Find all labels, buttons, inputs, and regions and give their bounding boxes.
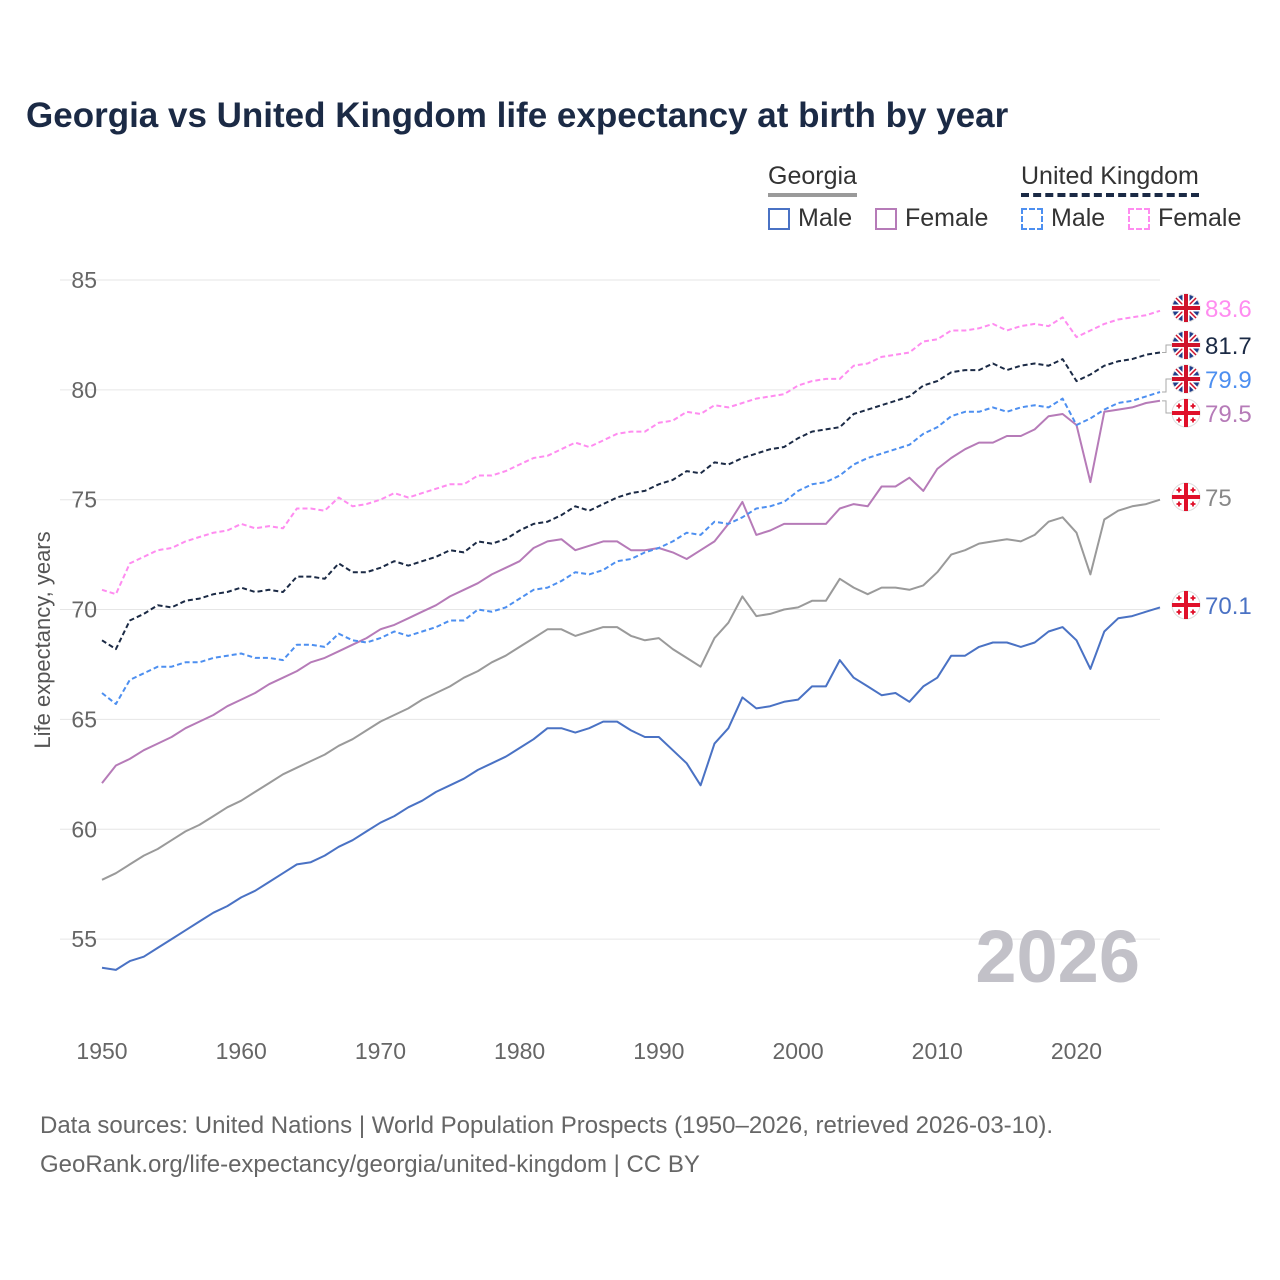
y-tick-label: 85 <box>71 267 97 293</box>
x-tick-label: 1960 <box>216 1038 267 1064</box>
flag-cross-red <box>1172 331 1200 359</box>
georgia-flag-icon <box>1171 398 1201 428</box>
leader-line <box>1162 378 1172 393</box>
y-tick-label: 60 <box>71 816 97 842</box>
flag-small-cross <box>1176 403 1182 409</box>
flag-small-cross <box>1176 417 1182 423</box>
legend-swatch <box>1021 207 1043 230</box>
legend-georgia-female[interactable]: Female <box>875 204 988 233</box>
legend-swatch <box>875 207 897 230</box>
chart-title: Georgia vs United Kingdom life expectanc… <box>26 96 1009 135</box>
footer: Data sources: United Nations | World Pop… <box>40 1106 1053 1184</box>
flag-cross-red <box>1172 591 1200 619</box>
series-line-georgia-female <box>101 399 1161 784</box>
flag-cross-red <box>1172 399 1200 427</box>
flag-cross-red <box>1172 483 1200 511</box>
y-tick-label: 55 <box>71 926 97 952</box>
legend-uk-male[interactable]: Male <box>1021 204 1105 233</box>
series-line-georgia-total <box>101 498 1161 881</box>
x-tick-label: 2010 <box>912 1038 963 1064</box>
legend-swatch <box>768 207 790 230</box>
y-tick-label: 75 <box>71 487 97 513</box>
legend-label: Female <box>905 204 989 232</box>
flag-small-cross <box>1190 501 1196 507</box>
end-value-label: 70.1 <box>1205 593 1252 620</box>
flag-cross-red <box>1172 365 1200 393</box>
end-value-label: 75 <box>1205 485 1232 512</box>
y-tick-label: 65 <box>71 706 97 732</box>
flag-small-cross <box>1176 487 1182 493</box>
flag-small-cross <box>1190 403 1196 409</box>
y-tick-label: 80 <box>71 377 97 403</box>
year-watermark: 2026 <box>975 915 1140 998</box>
x-tick-label: 2000 <box>772 1038 823 1064</box>
end-value-label: 81.7 <box>1205 333 1252 360</box>
uk-flag-icon <box>1171 330 1201 360</box>
legend-georgia-male[interactable]: Male <box>768 204 852 233</box>
legend-georgia-title: Georgia <box>768 162 857 197</box>
flag-small-cross <box>1190 487 1196 493</box>
x-tick-label: 1970 <box>355 1038 406 1064</box>
legend-label: Female <box>1158 204 1242 232</box>
georgia-flag-icon <box>1171 482 1201 512</box>
y-axis-label: Life expectancy, years <box>30 531 55 748</box>
end-value-label: 83.6 <box>1205 296 1252 323</box>
series-line-united-kingdom-total <box>101 351 1161 651</box>
footer-link[interactable]: GeoRank.org/life-expectancy/georgia/unit… <box>40 1151 700 1178</box>
flag-small-cross <box>1176 501 1182 507</box>
legend-swatch <box>1128 207 1150 230</box>
flag-cross-red <box>1172 294 1200 322</box>
uk-flag-icon <box>1171 293 1201 323</box>
x-tick-label: 2020 <box>1051 1038 1102 1064</box>
flag-small-cross <box>1190 609 1196 615</box>
x-tick-label: 1990 <box>633 1038 684 1064</box>
end-value-label: 79.9 <box>1205 367 1252 394</box>
uk-flag-icon <box>1171 364 1201 394</box>
series-line-georgia-male <box>101 606 1161 971</box>
footer-sources: Data sources: United Nations | World Pop… <box>40 1112 1054 1139</box>
end-value-label: 79.5 <box>1205 401 1252 428</box>
y-tick-label: 70 <box>71 597 97 623</box>
legend-uk-female[interactable]: Female <box>1128 204 1241 233</box>
legend-label: Male <box>1051 204 1106 232</box>
leader-line <box>1162 400 1172 414</box>
x-tick-label: 1950 <box>76 1038 127 1064</box>
x-tick-label: 1980 <box>494 1038 545 1064</box>
flag-small-cross <box>1190 417 1196 423</box>
flag-small-cross <box>1176 595 1182 601</box>
georgia-flag-icon <box>1171 590 1201 620</box>
series-line-united-kingdom-female <box>101 309 1161 596</box>
flag-small-cross <box>1190 595 1196 601</box>
legend-label: Male <box>798 204 853 232</box>
leader-line <box>1162 344 1172 354</box>
legend-uk-title: United Kingdom <box>1021 162 1199 197</box>
flag-small-cross <box>1176 609 1182 615</box>
